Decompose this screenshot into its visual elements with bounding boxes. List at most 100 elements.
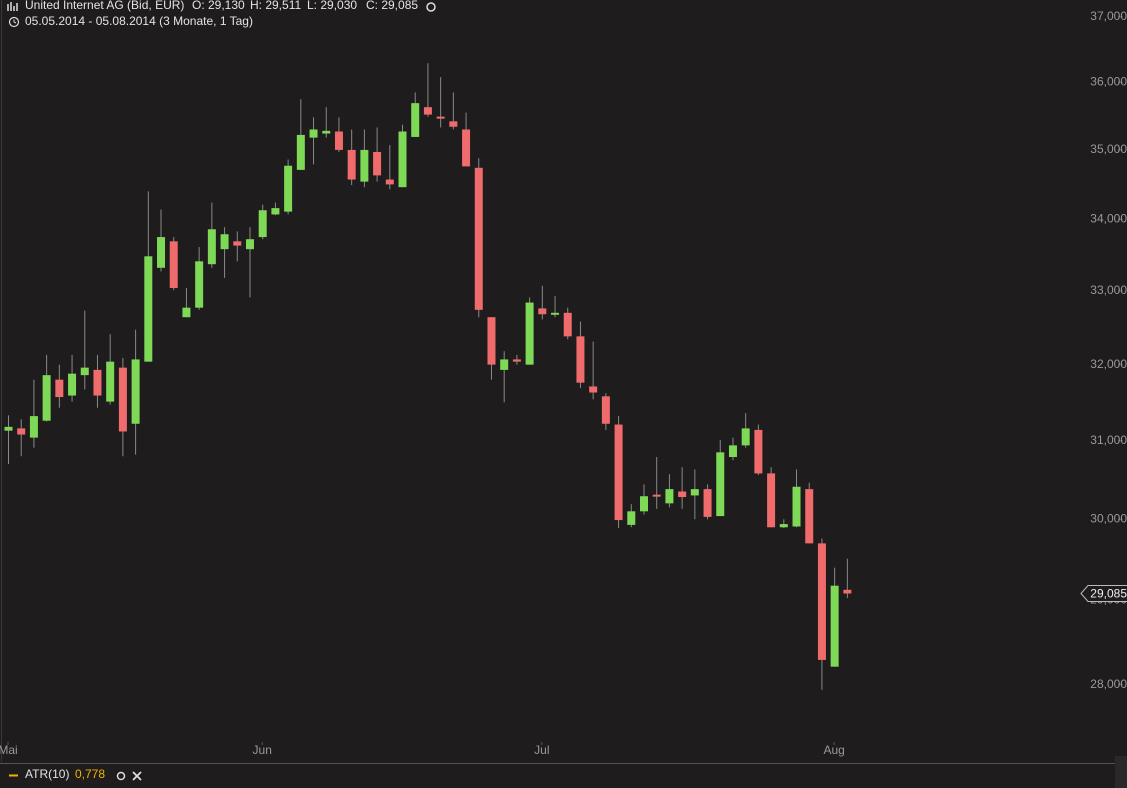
candle-body [131, 359, 140, 424]
candle-body [474, 167, 483, 310]
indicator-value: 0,778 [75, 767, 105, 781]
candle-body [322, 130, 331, 134]
y-tick-label: 37,000 [1090, 9, 1127, 23]
y-tick-label: 31,000 [1090, 433, 1127, 447]
indicator-settings[interactable] [116, 771, 126, 781]
candle-body [258, 210, 267, 238]
candle-body [68, 373, 77, 396]
candle-body [716, 452, 725, 517]
candle-body [805, 489, 814, 544]
x-tick-label: Mai [0, 743, 18, 757]
indicator-close[interactable] [132, 771, 142, 781]
chart-subtitle: 05.05.2014 - 05.08.2014 (3 Monate, 1 Tag… [25, 14, 253, 28]
y-tick-label: 35,000 [1090, 142, 1127, 156]
candle-body [779, 524, 788, 528]
candle-body [423, 107, 432, 115]
candle-body [80, 367, 89, 376]
quote-close: C: 29,085 [366, 0, 418, 12]
settings-button[interactable] [426, 2, 436, 12]
candle-body [347, 149, 356, 180]
candle-body [601, 396, 610, 424]
candle-body [525, 302, 534, 365]
candle-body [245, 239, 254, 250]
candle-body [207, 229, 216, 265]
candle-body [29, 416, 38, 438]
candle-body [296, 134, 305, 170]
candle-body [144, 256, 153, 362]
candle-body [436, 116, 445, 119]
chart-icon [7, 2, 18, 11]
candle-body [576, 336, 585, 383]
y-tick-label: 32,000 [1090, 357, 1127, 371]
candle-body [271, 208, 280, 215]
candle-body [55, 379, 64, 398]
candle-body [830, 585, 839, 667]
chart-title: United Internet AG (Bid, EUR) [25, 0, 184, 12]
candle-body [385, 179, 394, 185]
candle-body [118, 367, 127, 432]
candle-body [652, 494, 661, 497]
candle-body [741, 428, 750, 446]
candle-body [169, 241, 178, 289]
candle-body [551, 312, 560, 315]
last-price-label: 29,085 [1090, 587, 1127, 601]
candle-body [17, 428, 26, 435]
candle-body [589, 386, 598, 393]
y-tick-label: 36,000 [1090, 75, 1127, 89]
candle-body [334, 131, 343, 150]
axis-corner [1115, 756, 1127, 788]
candle-body [817, 543, 826, 660]
quote-low: L: 29,030 [307, 0, 357, 12]
candle-body [411, 103, 420, 137]
candle-body [373, 151, 382, 176]
candle-body [728, 445, 737, 458]
candle-body [233, 241, 242, 246]
candle-body [843, 589, 852, 594]
candle-body [614, 424, 623, 521]
candle-body [220, 234, 229, 250]
candle-body [42, 375, 51, 421]
candle-body [182, 307, 191, 318]
candle-body [449, 121, 458, 127]
candle-body [309, 129, 318, 138]
candle-body [462, 129, 471, 167]
y-tick-label: 33,000 [1090, 283, 1127, 297]
last-price-tag [1080, 585, 1127, 603]
candle-body [792, 486, 801, 527]
candle-body [767, 473, 776, 528]
y-tick-label: 34,000 [1090, 212, 1127, 226]
candle-body [678, 491, 687, 498]
candle-body [157, 237, 166, 268]
candle-body [754, 429, 763, 474]
candle-body [538, 308, 547, 315]
quote-high: H: 29,511 [250, 0, 301, 12]
candle-body [195, 261, 204, 308]
candle-body [93, 369, 102, 396]
x-tick-label: Aug [823, 743, 844, 757]
candle-body [703, 489, 712, 517]
x-tick-label: Jun [253, 743, 272, 757]
candle-body [398, 131, 407, 188]
candle-body [512, 359, 521, 362]
clock-hands [13, 19, 17, 24]
candle-body [360, 149, 369, 182]
candle-body [106, 361, 115, 402]
candle-body [284, 165, 293, 212]
y-tick-label: 30,000 [1090, 511, 1127, 525]
clock-icon [8, 16, 20, 28]
plot-area: 28,00029,00030,00031,00032,00033,00034,0… [0, 9, 1127, 757]
candle-body [500, 359, 509, 370]
candle-body [627, 511, 636, 525]
indicator-header: ATR(10) 0,778 [9, 767, 142, 781]
candle-body [4, 426, 13, 431]
x-tick-label: Jul [534, 743, 549, 757]
candle-body [487, 317, 496, 365]
header: United Internet AG (Bid, EUR) O: 29,130 … [7, 0, 436, 28]
quote-open: O: 29,130 [192, 0, 245, 12]
y-tick-label: 28,000 [1090, 677, 1127, 691]
indicator-name: ATR(10) [25, 767, 69, 781]
candle-body [690, 489, 699, 496]
